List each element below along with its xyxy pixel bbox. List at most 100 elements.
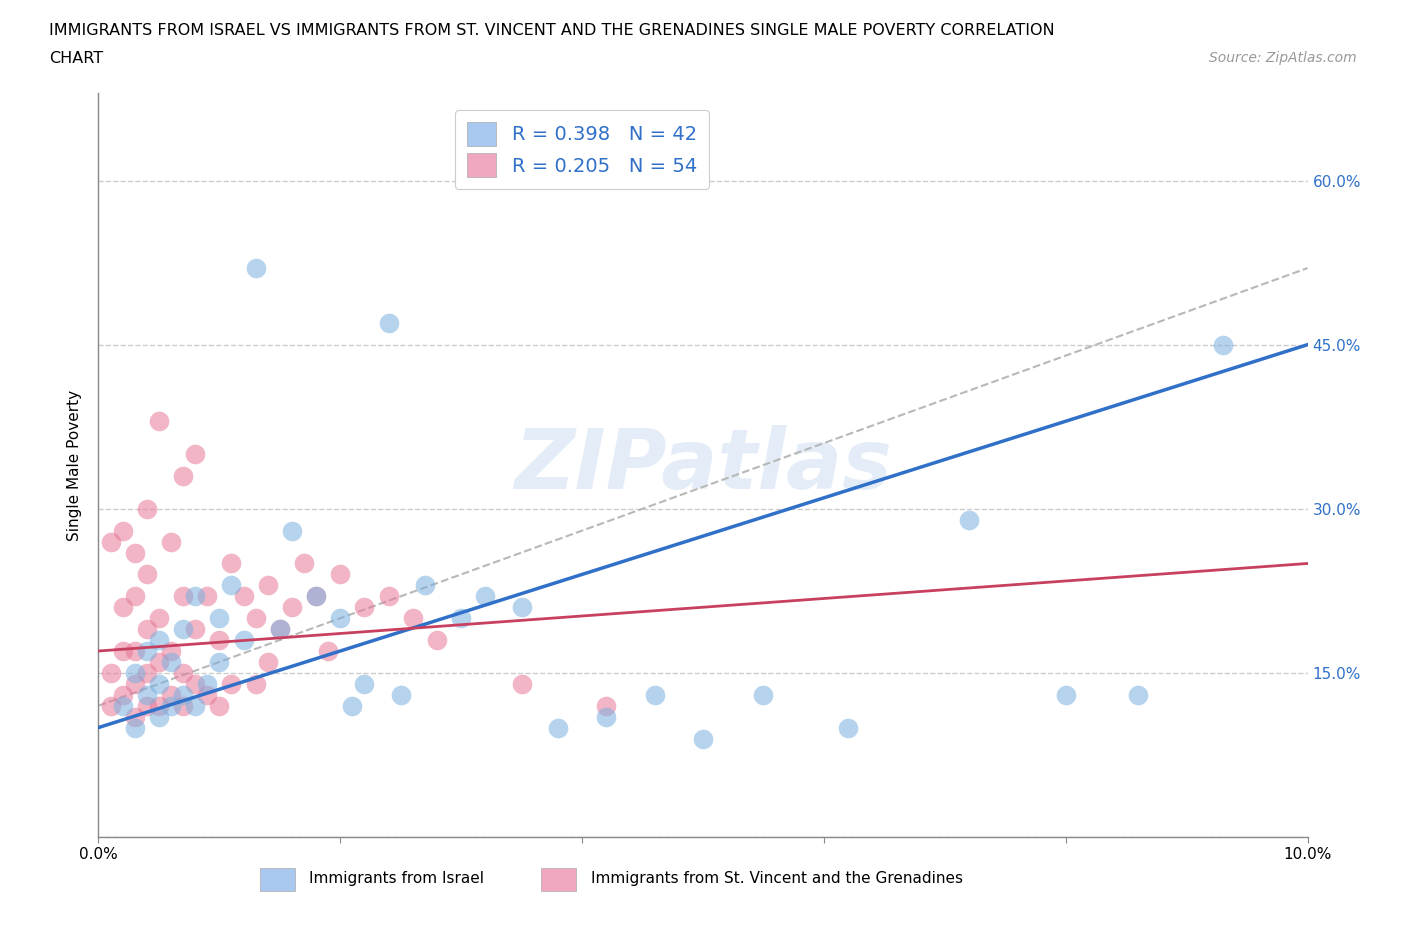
Text: ZIPatlas: ZIPatlas (515, 424, 891, 506)
Text: IMMIGRANTS FROM ISRAEL VS IMMIGRANTS FROM ST. VINCENT AND THE GRENADINES SINGLE : IMMIGRANTS FROM ISRAEL VS IMMIGRANTS FRO… (49, 23, 1054, 38)
Point (269, 621, 291, 636)
Point (135, 666, 157, 681)
Point (245, 260, 267, 275)
Text: CHART: CHART (49, 51, 103, 66)
Text: Immigrants from Israel: Immigrants from Israel (309, 871, 484, 886)
Point (644, 687, 666, 702)
Point (1128, 687, 1150, 702)
Point (135, 644, 157, 658)
Point (111, 524, 134, 538)
Point (957, 512, 980, 527)
Point (124, 589, 146, 604)
Point (256, 655, 278, 670)
Point (510, 600, 533, 615)
Point (135, 567, 157, 582)
Point (135, 501, 157, 516)
Point (160, 644, 183, 658)
Point (111, 687, 134, 702)
Point (245, 676, 267, 691)
Point (160, 687, 183, 702)
Point (752, 687, 775, 702)
Point (172, 687, 194, 702)
Point (124, 644, 146, 658)
Point (124, 720, 146, 735)
FancyBboxPatch shape (260, 868, 295, 891)
Point (160, 698, 183, 713)
Point (245, 611, 267, 626)
Point (195, 676, 218, 691)
Point (595, 698, 617, 713)
Point (221, 578, 243, 592)
Point (148, 632, 170, 647)
Point (692, 731, 714, 746)
Point (111, 698, 134, 713)
Point (208, 632, 231, 647)
Point (353, 600, 375, 615)
Point (281, 524, 304, 538)
Point (184, 589, 207, 604)
Point (184, 676, 207, 691)
Point (184, 698, 207, 713)
Point (377, 589, 399, 604)
Point (111, 644, 134, 658)
Point (221, 676, 243, 691)
FancyBboxPatch shape (541, 868, 576, 891)
Point (305, 589, 328, 604)
Point (172, 469, 194, 484)
Point (595, 710, 617, 724)
Point (474, 589, 496, 604)
Point (281, 600, 304, 615)
Point (135, 621, 157, 636)
Point (353, 676, 375, 691)
Point (510, 676, 533, 691)
Point (426, 632, 449, 647)
Point (305, 589, 328, 604)
Point (148, 710, 170, 724)
Point (148, 698, 170, 713)
Point (232, 589, 254, 604)
Point (111, 600, 134, 615)
Point (148, 676, 170, 691)
Point (100, 698, 122, 713)
Point (172, 698, 194, 713)
Y-axis label: Single Male Poverty: Single Male Poverty (67, 390, 83, 540)
Point (232, 632, 254, 647)
Point (450, 611, 472, 626)
Point (377, 315, 399, 330)
Point (208, 655, 231, 670)
Point (837, 720, 859, 735)
Point (342, 698, 364, 713)
Point (184, 621, 207, 636)
Point (135, 687, 157, 702)
Point (172, 666, 194, 681)
Point (124, 710, 146, 724)
Point (195, 589, 218, 604)
Point (148, 414, 170, 429)
Point (269, 621, 291, 636)
Text: Immigrants from St. Vincent and the Grenadines: Immigrants from St. Vincent and the Gren… (591, 871, 963, 886)
Point (184, 446, 207, 461)
Text: Source: ZipAtlas.com: Source: ZipAtlas.com (1209, 51, 1357, 65)
Point (135, 698, 157, 713)
Point (100, 666, 122, 681)
Point (148, 611, 170, 626)
Point (329, 567, 352, 582)
Legend: R = 0.398   N = 42, R = 0.205   N = 54: R = 0.398 N = 42, R = 0.205 N = 54 (456, 110, 709, 189)
Point (402, 611, 425, 626)
Point (413, 578, 436, 592)
Point (124, 545, 146, 560)
Point (316, 644, 339, 658)
Point (172, 589, 194, 604)
Point (389, 687, 412, 702)
Point (1212, 338, 1234, 352)
Point (547, 720, 569, 735)
Point (221, 556, 243, 571)
Point (124, 676, 146, 691)
Point (195, 687, 218, 702)
Point (256, 578, 278, 592)
Point (292, 556, 315, 571)
Point (160, 534, 183, 549)
Point (329, 611, 352, 626)
Point (1054, 687, 1077, 702)
Point (172, 621, 194, 636)
